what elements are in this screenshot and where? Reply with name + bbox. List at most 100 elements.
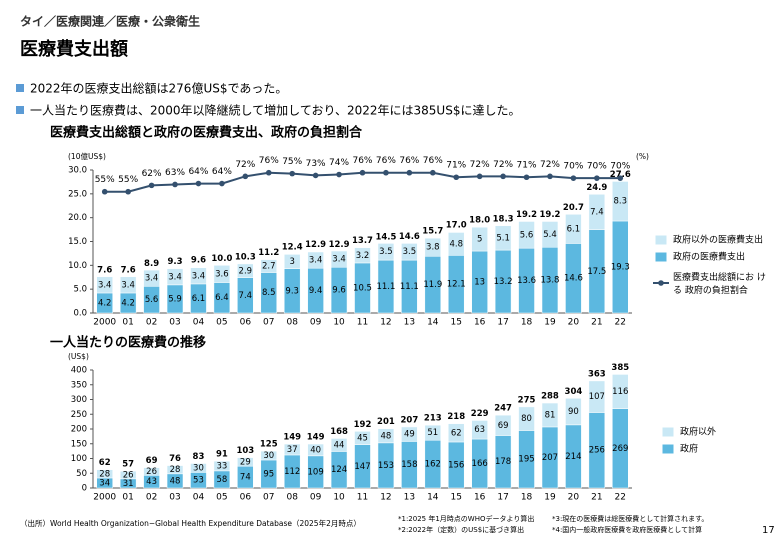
bar-segment [260, 259, 277, 273]
line-marker [453, 174, 460, 181]
bar-segment [401, 426, 418, 442]
bar-label: 13.8 [541, 276, 560, 286]
total-label: 19.2 [539, 210, 560, 220]
line-marker [312, 172, 319, 179]
bar-segment [541, 402, 559, 428]
x-tick-label: 14 [427, 318, 439, 328]
x-tick-label: 19 [544, 318, 556, 328]
bar-label: 8.3 [614, 197, 628, 207]
bar-label: 13.2 [494, 277, 513, 287]
line-marker [406, 169, 413, 176]
x-tick-label: 06 [240, 493, 252, 503]
y-tick-label: 25.0 [68, 189, 87, 199]
bar-label: 13.6 [517, 276, 536, 286]
bar-label: 124 [331, 465, 347, 475]
total-label: 12.9 [305, 240, 326, 250]
total-label: 12.9 [329, 240, 350, 250]
bar-label: 5 [477, 235, 482, 245]
legend-swatch [654, 251, 668, 263]
legend-swatch [661, 443, 675, 455]
bar-label: 17.5 [587, 267, 606, 277]
line-marker [219, 180, 225, 187]
note: *3:現在の医療費は総医療費として計算されます。 [552, 514, 708, 523]
line-label: 63% [165, 168, 185, 178]
bar-segment [565, 398, 582, 426]
total-label: 13.7 [352, 236, 373, 246]
line-marker [289, 170, 295, 177]
bar-segment [541, 221, 559, 248]
line-label: 64% [212, 167, 232, 177]
bar-label: 69 [498, 421, 509, 431]
bar-label: 6.4 [215, 293, 229, 303]
x-tick-label: 22 [615, 318, 626, 328]
bar-label: 158 [401, 460, 417, 470]
bar-segment [283, 443, 301, 456]
total-label: 247 [494, 404, 512, 414]
x-tick-label: 2000 [93, 318, 116, 328]
bar-label: 5.6 [520, 230, 534, 240]
bar-label: 3.2 [356, 251, 370, 261]
bar-label: 19.3 [611, 263, 630, 273]
total-label: 229 [471, 409, 489, 419]
bar-label: 269 [612, 444, 628, 454]
y-tick-label: 350 [71, 380, 87, 390]
total-label: 125 [260, 440, 278, 450]
total-label: 24.9 [586, 183, 607, 193]
total-label: 19.2 [516, 210, 537, 220]
legend-marker [658, 280, 664, 286]
bar-label: 11.1 [376, 282, 395, 292]
y-tick-label: 200 [71, 425, 87, 435]
page-number: 17 [762, 525, 775, 536]
x-tick-label: 20 [568, 318, 580, 328]
line-label: 76% [423, 156, 443, 166]
x-tick-label: 18 [521, 318, 533, 328]
bar-label: 48 [381, 431, 392, 441]
x-tick-label: 04 [193, 318, 205, 328]
line-marker [336, 171, 342, 178]
bar-segment [96, 276, 113, 294]
bar-label: 5.4 [543, 230, 557, 240]
total-label: 91 [216, 450, 228, 460]
x-tick-label: 17 [497, 318, 508, 328]
total-label: 14.5 [375, 232, 396, 242]
bar-label: 29 [240, 457, 251, 467]
x-tick-label: 08 [286, 493, 298, 503]
x-tick-label: 01 [122, 318, 133, 328]
bar-segment [424, 424, 442, 441]
bar-label: 63 [474, 425, 485, 435]
bar-segment [494, 414, 512, 436]
line-marker [359, 169, 366, 176]
bar-segment [401, 243, 418, 261]
note: *1:2025 年1月時点のWHOデータより算出 [398, 514, 534, 523]
x-tick-label: 20 [568, 493, 580, 503]
bar-segment [143, 269, 160, 287]
bar-label: 5.6 [145, 295, 159, 305]
bar-label: 166 [472, 459, 488, 469]
bar-label: 4.2 [121, 298, 135, 308]
total-label: 304 [565, 387, 583, 397]
y-tick-label: 0.0 [73, 309, 87, 319]
legend-swatch [661, 426, 675, 438]
x-tick-label: 2000 [93, 493, 116, 503]
y-axis-label: (US$) [68, 352, 89, 361]
bar-label: 207 [542, 453, 558, 463]
legend-label: 政府以外 [680, 426, 716, 438]
bar-segment [190, 463, 207, 473]
total-label: 27.6 [610, 170, 631, 180]
bar-segment [190, 267, 207, 285]
total-label: 103 [236, 446, 254, 456]
bar-label: 34 [99, 478, 110, 488]
bar-segment [612, 374, 629, 409]
bar-label: 3.4 [121, 280, 135, 290]
bar-label: 30 [193, 463, 204, 473]
bar-segment [354, 431, 371, 445]
line-marker [101, 188, 108, 195]
page-title: 医療費支出額 [20, 38, 128, 60]
bar-segment [237, 457, 254, 467]
legend-label: 医療費支出総額にお ける 政府の負担割合 [673, 273, 766, 296]
x-tick-label: 16 [474, 493, 486, 503]
bar-label: 107 [589, 392, 605, 402]
bar-label: 58 [216, 475, 227, 485]
total-label: 76 [169, 454, 181, 464]
total-label: 12.4 [282, 242, 303, 252]
